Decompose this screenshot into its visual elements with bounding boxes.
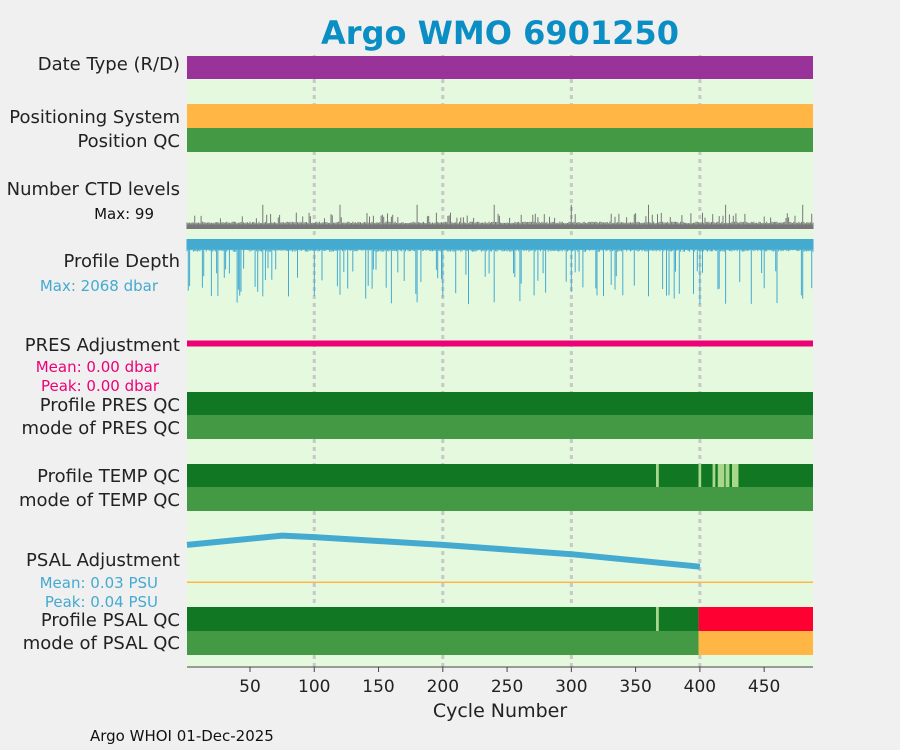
mode-psal-qc-segment-1 xyxy=(698,631,813,655)
profile-temp-qc-segment-9 xyxy=(725,464,730,487)
profile-temp-qc-segment-1 xyxy=(656,464,659,487)
label-profile-depth: Profile Depth xyxy=(63,251,180,272)
x-axis-label: Cycle Number xyxy=(433,700,567,722)
x-tick-label-350: 350 xyxy=(619,677,651,697)
x-tick-label-400: 400 xyxy=(684,677,716,697)
psal-adjustment-line xyxy=(186,532,701,570)
pres-peak-label: Peak: 0.00 dbar xyxy=(41,377,160,395)
profile-temp-qc-segment-6 xyxy=(715,464,718,487)
profile-temp-qc-segment-3 xyxy=(698,464,702,487)
profile-temp-qc-segment-0 xyxy=(187,464,657,487)
plot-panel xyxy=(187,55,813,667)
label-pres-adjustment: PRES Adjustment xyxy=(25,335,180,356)
row-labels: Date Type (R/D) Positioning System Posit… xyxy=(7,54,180,654)
ctd-levels-series xyxy=(186,204,814,229)
x-axis: 50 100 150 200 250 300 350 400 450 xyxy=(187,666,813,697)
profile-temp-qc-segment-11 xyxy=(732,464,739,487)
label-mode-temp-qc: mode of TEMP QC xyxy=(19,490,180,511)
profile-pres-qc-segment-0 xyxy=(187,392,813,415)
label-positioning-system: Positioning System xyxy=(9,107,180,128)
depth-base-band xyxy=(187,239,813,250)
positioning-segment-0 xyxy=(187,104,813,128)
label-profile-pres-qc: Profile PRES QC xyxy=(40,395,180,416)
x-tick-label-100: 100 xyxy=(298,677,330,697)
profile-temp-qc-segment-8 xyxy=(724,464,726,487)
profile-temp-qc-segment-4 xyxy=(701,464,713,487)
x-tick-label-300: 300 xyxy=(555,677,587,697)
profile-psal-qc-segment-0 xyxy=(187,607,657,631)
label-profile-psal-qc: Profile PSAL QC xyxy=(41,610,180,631)
mode-pres-qc-segment-0 xyxy=(187,415,813,439)
ctd-level-bars xyxy=(186,204,814,229)
psal-peak-label: Peak: 0.04 PSU xyxy=(45,593,158,611)
label-profile-temp-qc: Profile TEMP QC xyxy=(37,466,180,487)
profile-psal-qc-segment-1 xyxy=(656,607,659,631)
x-tick-label-250: 250 xyxy=(491,677,523,697)
depth-max-label: Max: 2068 dbar xyxy=(40,277,159,295)
label-data-type: Date Type (R/D) xyxy=(38,54,180,75)
x-tick-label-50: 50 xyxy=(239,677,261,697)
profile-psal-qc-segment-3 xyxy=(698,607,813,631)
label-psal-adjustment: PSAL Adjustment xyxy=(26,550,180,571)
ctd-base-band xyxy=(187,224,813,229)
profile-temp-qc-segment-2 xyxy=(658,464,699,487)
footer-credit: Argo WHOI 01-Dec-2025 xyxy=(90,727,274,745)
psal-mean-label: Mean: 0.03 PSU xyxy=(40,574,158,592)
label-ctd-levels: Number CTD levels xyxy=(7,179,180,200)
label-mode-psal-qc: mode of PSAL QC xyxy=(23,633,180,654)
mode-psal-qc-segment-0 xyxy=(187,631,699,655)
profile-temp-qc-segment-10 xyxy=(729,464,733,487)
profile-temp-qc-segment-5 xyxy=(712,464,716,487)
position-qc-segment-0 xyxy=(187,128,813,152)
chart-title: Argo WMO 6901250 xyxy=(321,14,679,52)
adjustment-lines xyxy=(186,340,813,583)
depth-bars xyxy=(186,239,814,305)
x-tick-label-450: 450 xyxy=(748,677,780,697)
gridlines xyxy=(312,55,702,667)
label-position-qc: Position QC xyxy=(77,131,180,152)
profile-temp-qc-segment-7 xyxy=(717,464,725,487)
status-bars xyxy=(187,56,813,655)
pres-mean-label: Mean: 0.00 dbar xyxy=(36,358,160,376)
profile-temp-qc-segment-12 xyxy=(738,464,813,487)
x-tick-label-150: 150 xyxy=(362,677,394,697)
mode-temp-qc-segment-0 xyxy=(187,487,813,511)
data-type-segment-0 xyxy=(187,56,813,79)
ctd-max-label: Max: 99 xyxy=(94,205,154,223)
profile-psal-qc-segment-2 xyxy=(658,607,699,631)
x-tick-label-200: 200 xyxy=(427,677,459,697)
label-mode-pres-qc: mode of PRES QC xyxy=(22,418,180,439)
profile-depth-series xyxy=(186,239,814,305)
